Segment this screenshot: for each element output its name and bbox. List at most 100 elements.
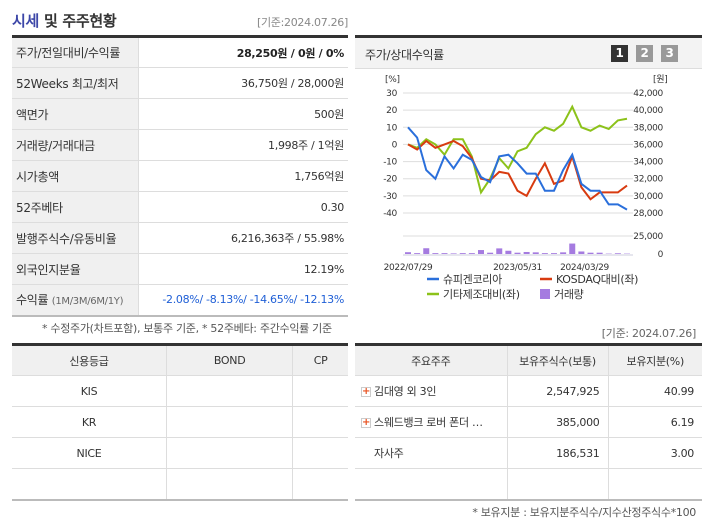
returns-label: 수익률 bbox=[16, 293, 49, 308]
volume-bar bbox=[614, 253, 621, 254]
credit-row: KR bbox=[12, 406, 348, 438]
holder-shares bbox=[507, 468, 609, 500]
legend-label: KOSDAQ대비(좌) bbox=[556, 273, 638, 286]
holder-name: 스웨드뱅크 로버 폰더 … bbox=[374, 416, 483, 429]
legend-label: 기타제조대비(좌) bbox=[443, 288, 520, 301]
right-tick: 34,000 bbox=[633, 158, 663, 168]
volume-bar bbox=[596, 252, 603, 254]
left-tick: 10 bbox=[386, 123, 397, 133]
right-tick: 42,000 bbox=[633, 89, 663, 99]
credit-header: 신용등급 bbox=[12, 344, 167, 376]
volume-bar bbox=[587, 252, 594, 254]
chart-page-3-button[interactable]: 3 bbox=[661, 45, 678, 62]
credit-row: KIS bbox=[12, 375, 348, 407]
summary-value: 500원 bbox=[138, 98, 348, 130]
volume-tick: 0 bbox=[658, 250, 664, 260]
right-tick: 28,000 bbox=[633, 209, 663, 219]
chart-page-1-button[interactable]: 1 bbox=[611, 45, 628, 62]
right-tick: 32,000 bbox=[633, 175, 663, 185]
major-holders-table: 주요주주 보유주식수(보통) 보유지분(%) + 김대영 외 3인 2,547,925 40… bbox=[355, 343, 702, 501]
credit-rating-table: 신용등급 BOND CP KIS KR NICE bbox=[12, 343, 348, 501]
credit-header: CP bbox=[292, 344, 348, 376]
holder-name: 자사주 bbox=[374, 447, 404, 460]
holder-shares: 2,547,925 bbox=[507, 375, 609, 407]
summary-row: 외국인지분율 12.19% bbox=[12, 253, 348, 285]
credit-cell bbox=[12, 468, 167, 500]
summary-footnote: * 수정주가(차트포함), 보통주 기준, * 52주베타: 주간수익률 기준 bbox=[42, 322, 332, 335]
right-tick: 30,000 bbox=[633, 192, 663, 202]
volume-bar bbox=[569, 243, 576, 254]
left-tick: 30 bbox=[386, 89, 397, 99]
credit-cell: KR bbox=[12, 406, 167, 438]
credit-cell bbox=[166, 406, 294, 438]
legend-label: 거래량 bbox=[554, 288, 584, 301]
x-tick: 2023/05/31 bbox=[493, 263, 542, 273]
credit-header: BOND bbox=[166, 344, 294, 376]
summary-value: 6,216,363주 / 55.98% bbox=[138, 222, 348, 254]
summary-label: 52주베타 bbox=[12, 191, 139, 223]
left-tick: 20 bbox=[386, 106, 397, 116]
x-tick: 2022/07/29 bbox=[384, 263, 433, 273]
series-line bbox=[407, 104, 628, 195]
holder-pct: 40.99 bbox=[608, 375, 702, 407]
left-axis-unit: [%] bbox=[385, 75, 400, 85]
holders-footnote: * 보유지분 : 보유지분주식수/지수산정주식수*100 bbox=[472, 506, 696, 519]
expand-icon[interactable]: + bbox=[361, 386, 371, 397]
holder-row: + 김대영 외 3인 2,547,925 40.99 bbox=[355, 375, 702, 407]
returns-row: 수익률 (1M/3M/6M/1Y) -2.08%/ -8.13%/ -14.65%… bbox=[12, 284, 348, 316]
volume-bar bbox=[441, 253, 448, 254]
base-date: [기준:2024.07.26] bbox=[256, 16, 348, 29]
summary-label: 52Weeks 최고/최저 bbox=[12, 67, 139, 99]
summary-value: 1,998주 / 1억원 bbox=[138, 129, 348, 161]
holder-pct: 3.00 bbox=[608, 437, 702, 469]
chart-header: 주가/상대수익률 1 2 3 bbox=[355, 38, 702, 69]
holders-base-date: [기준: 2024.07.26] bbox=[601, 327, 697, 340]
right-axis-unit: [원] bbox=[653, 74, 667, 85]
right-tick: 38,000 bbox=[633, 123, 663, 133]
legend-swatch bbox=[540, 289, 550, 299]
volume-bar bbox=[541, 253, 548, 254]
volume-bar bbox=[450, 253, 457, 254]
credit-cell: KIS bbox=[12, 375, 167, 407]
volume-bar bbox=[578, 251, 585, 254]
summary-value: 12.19% bbox=[138, 253, 348, 285]
summary-row: 액면가 500원 bbox=[12, 98, 348, 130]
expand-icon[interactable]: + bbox=[361, 417, 371, 428]
volume-bar bbox=[468, 253, 475, 254]
holders-header: 보유주식수(보통) bbox=[507, 344, 609, 376]
holder-row: 자사주 186,531 3.00 bbox=[355, 437, 702, 469]
holder-shares: 186,531 bbox=[507, 437, 609, 469]
volume-bar bbox=[405, 252, 411, 254]
volume-bar bbox=[459, 253, 466, 254]
credit-cell bbox=[166, 375, 294, 407]
credit-row: NICE bbox=[12, 437, 348, 469]
summary-row: 52Weeks 최고/최저 36,750원 / 28,000원 bbox=[12, 67, 348, 99]
volume-bar bbox=[514, 252, 521, 254]
holders-header: 주요주주 bbox=[355, 344, 508, 376]
holder-row: + 스웨드뱅크 로버 폰더 … 385,000 6.19 bbox=[355, 406, 702, 438]
credit-cell: NICE bbox=[12, 437, 167, 469]
summary-row: 52주베타 0.30 bbox=[12, 191, 348, 223]
holder-shares: 385,000 bbox=[507, 406, 609, 438]
volume-bar bbox=[414, 253, 421, 254]
price-summary-table: 주가/전일대비/수익률 28,250원 / 0원 / 0% 52Weeks 최고/최… bbox=[12, 35, 348, 317]
holder-pct bbox=[608, 468, 702, 500]
volume-bar bbox=[505, 250, 512, 254]
credit-cell bbox=[166, 468, 294, 500]
volume-bar bbox=[532, 252, 539, 254]
holder-row bbox=[355, 468, 702, 500]
summary-label: 주가/전일대비/수익률 bbox=[12, 36, 139, 68]
holder-pct: 6.19 bbox=[608, 406, 702, 438]
summary-value: 36,750원 / 28,000원 bbox=[138, 67, 348, 99]
returns-value: -2.08%/ -8.13%/ -14.65%/ -12.13% bbox=[138, 284, 348, 316]
volume-bar bbox=[478, 250, 484, 254]
summary-row: 발행주식수/유동비율 6,216,363주 / 55.98% bbox=[12, 222, 348, 254]
chart-page-2-button[interactable]: 2 bbox=[636, 45, 653, 62]
credit-row bbox=[12, 468, 348, 500]
page-title: 시세 및 주주현황 bbox=[12, 12, 117, 30]
chart-panel: 주가/상대수익률 1 2 3 bbox=[355, 35, 702, 310]
summary-value: 28,250원 / 0원 / 0% bbox=[138, 36, 348, 68]
summary-row: 주가/전일대비/수익률 28,250원 / 0원 / 0% bbox=[12, 36, 348, 68]
credit-header-row: 신용등급 BOND CP bbox=[12, 344, 348, 376]
credit-cell bbox=[292, 468, 348, 500]
